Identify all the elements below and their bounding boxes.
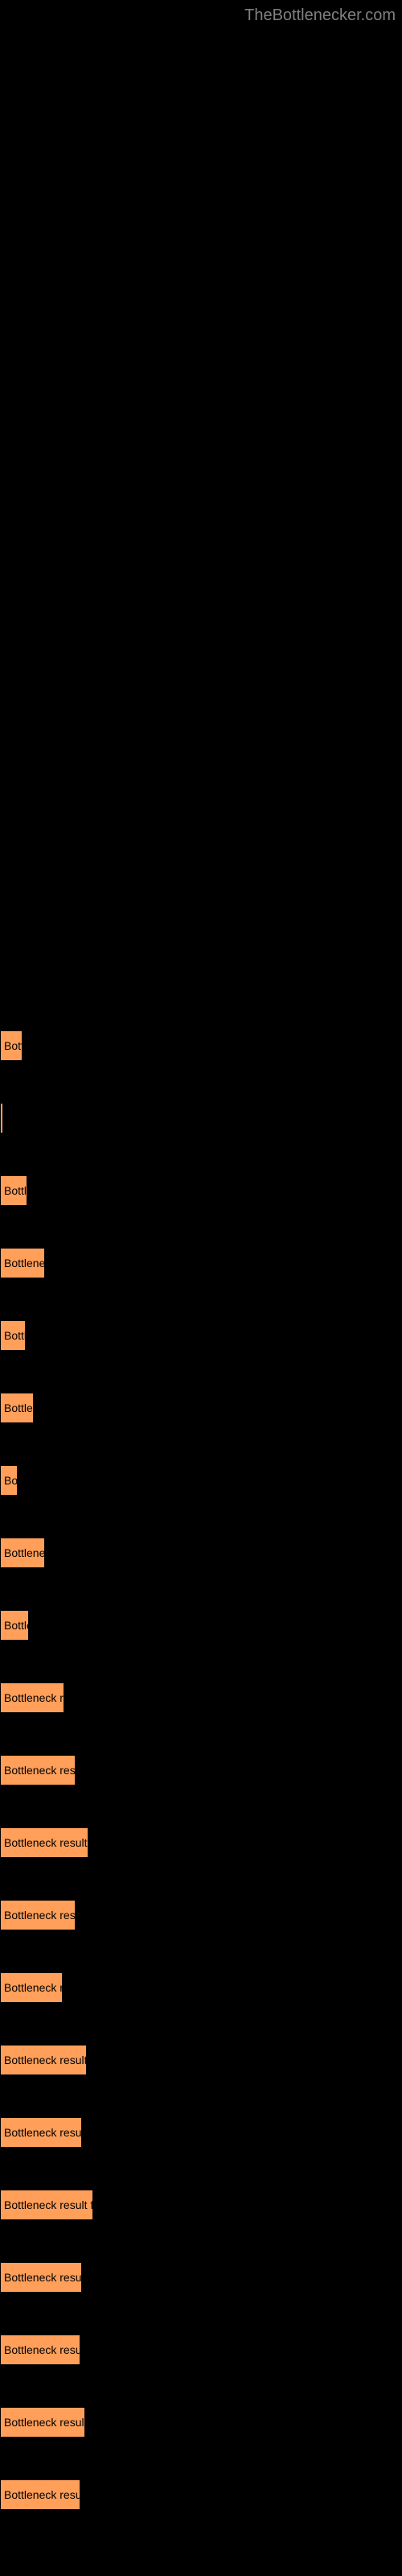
bar-label: Bo (4, 1474, 18, 1487)
bar-row: Bottleneck resu (0, 1900, 402, 1930)
bar-label: Bottlen (4, 1402, 34, 1414)
chart-bar: Bottle (0, 1610, 29, 1641)
bar-label: Bottle (4, 1329, 26, 1342)
bar-label: Bottle (4, 1184, 27, 1197)
watermark-text: TheBottlenecker.com (244, 6, 396, 25)
bar-row: Bottlen (0, 1393, 402, 1423)
chart-bar: Bottle (0, 1320, 26, 1351)
bar-chart: Bott Bottle Bottlenec Bottle Bottlen Bo Bottle… (0, 1030, 402, 2510)
top-spacer (0, 0, 402, 1030)
chart-bar: Bottleneck result (0, 2334, 80, 2365)
bar-row: Bottle (0, 1175, 402, 1206)
bar-row: Bottleneck result (0, 2479, 402, 2510)
chart-bar: Bottleneck result (0, 2407, 85, 2438)
chart-bar: Bottleneck results (0, 1827, 88, 1858)
chart-bar: Bottleneck result f (0, 2190, 93, 2220)
bar-label: Bott (4, 1039, 23, 1052)
chart-bar: Bottleneck result (0, 2479, 80, 2510)
bar-label: Bottlenec (4, 1546, 45, 1559)
bar-label: Bottleneck result (4, 2126, 82, 2139)
bar-row: Bottlenec (0, 1538, 402, 1568)
bar-row: Bott (0, 1030, 402, 1061)
bar-row: Bo (0, 1465, 402, 1496)
chart-bar: Bottle (0, 1175, 27, 1206)
chart-bar: Bottleneck resu (0, 1755, 76, 1785)
bar-label: Bottle (4, 1619, 29, 1632)
chart-bar: Bottlenec (0, 1248, 45, 1278)
bar-row: Bottlenec (0, 1248, 402, 1278)
chart-bar: Bottlen (0, 1393, 34, 1423)
bar-label: Bottleneck results (4, 2054, 87, 2066)
chart-bar: Bottleneck result (0, 2262, 82, 2293)
bar-label: Bottleneck r (4, 1981, 63, 1994)
bar-row (0, 1103, 402, 1133)
bar-row: Bottleneck result (0, 2407, 402, 2438)
bar-label: Bottleneck result f (4, 2198, 93, 2211)
bar-row: Bottleneck result f (0, 2190, 402, 2220)
bar-row: Bottleneck results (0, 1827, 402, 1858)
chart-bar: Bott (0, 1030, 23, 1061)
bar-row: Bottleneck resu (0, 1755, 402, 1785)
chart-bar: Bottleneck resu (0, 1900, 76, 1930)
bar-row: Bottleneck result (0, 2262, 402, 2293)
bar-label: Bottleneck results (4, 1836, 88, 1849)
chart-bar: Bottleneck r (0, 1972, 63, 2003)
bar-row: Bottleneck r (0, 1972, 402, 2003)
chart-bar: Bottlenec (0, 1538, 45, 1568)
bar-label: Bottleneck result (4, 2271, 82, 2284)
bar-label: Bottleneck resu (4, 1909, 76, 1922)
chart-bar: Bottleneck re (0, 1682, 64, 1713)
chart-bar: Bottleneck results (0, 2045, 87, 2075)
chart-bar: Bo (0, 1465, 18, 1496)
bar-label: Bottleneck result (4, 2488, 80, 2501)
bar-row: Bottleneck results (0, 2045, 402, 2075)
bar-row: Bottleneck result (0, 2334, 402, 2365)
bar-row: Bottleneck result (0, 2117, 402, 2148)
bar-label: Bottleneck re (4, 1691, 64, 1704)
bar-label: Bottlenec (4, 1257, 45, 1269)
bar-row: Bottle (0, 1610, 402, 1641)
bar-row: Bottle (0, 1320, 402, 1351)
chart-bar (0, 1103, 3, 1133)
bar-label: Bottleneck resu (4, 1764, 76, 1777)
chart-bar: Bottleneck result (0, 2117, 82, 2148)
bar-row: Bottleneck re (0, 1682, 402, 1713)
bar-label: Bottleneck result (4, 2416, 85, 2429)
bar-label: Bottleneck result (4, 2343, 80, 2356)
